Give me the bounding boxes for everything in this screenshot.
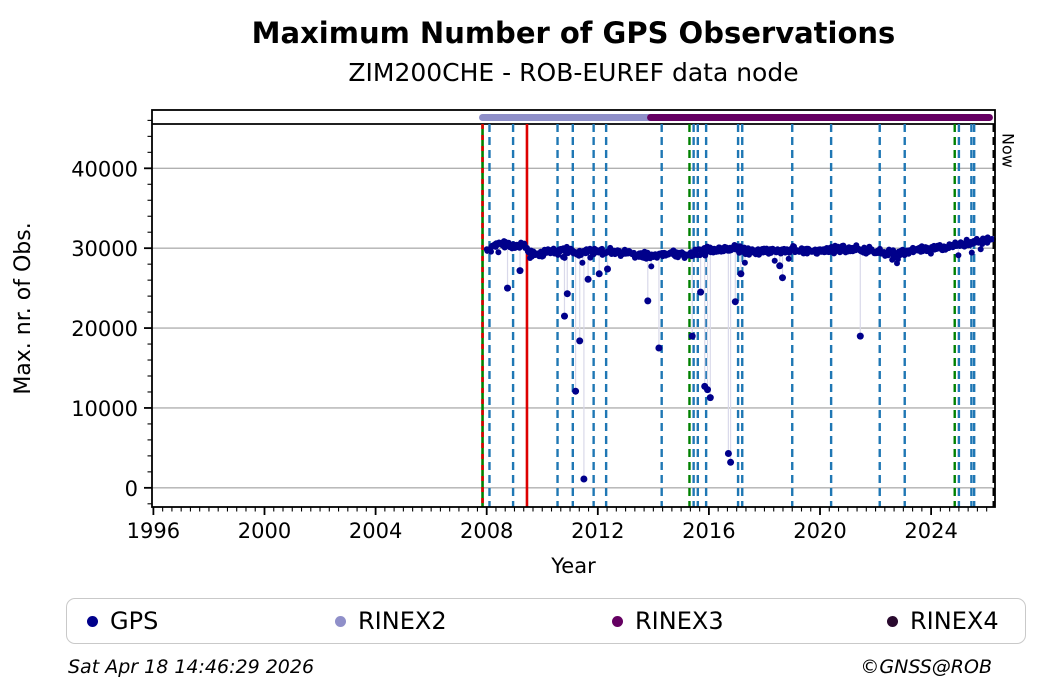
legend-label: RINEX4 bbox=[910, 607, 999, 635]
gps-outlier-point bbox=[724, 450, 732, 457]
rinex2-marker-icon bbox=[335, 615, 346, 627]
x-tick-label: 2024 bbox=[904, 519, 957, 543]
outlier-stems bbox=[497, 241, 982, 480]
gps-point bbox=[648, 263, 655, 270]
legend-label: RINEX2 bbox=[358, 607, 447, 635]
gps-outlier-point bbox=[731, 298, 739, 306]
gps-outlier-point bbox=[561, 312, 568, 320]
now-label: Now bbox=[999, 133, 1018, 168]
legend-item-rinex4: RINEX4 bbox=[887, 599, 999, 643]
legend-box: GPS RINEX2 RINEX3 RINEX4 bbox=[66, 598, 1026, 644]
y-tick-label: 20000 bbox=[71, 317, 138, 341]
gps-outlier-point bbox=[644, 297, 652, 305]
gps-outlier-point bbox=[697, 288, 705, 296]
x-tick-label: 2012 bbox=[571, 519, 624, 543]
gps-point bbox=[785, 255, 792, 262]
chart-subtitle: ZIM200CHE - ROB-EUREF data node bbox=[348, 58, 799, 87]
y-tick-label: 0 bbox=[125, 477, 138, 501]
gps-point bbox=[579, 259, 586, 266]
gps-outlier-point bbox=[776, 262, 784, 270]
legend-label: GPS bbox=[110, 607, 159, 635]
x-tick-label: 1996 bbox=[127, 519, 180, 543]
gps-outlier-point bbox=[595, 270, 603, 278]
gps-point bbox=[561, 254, 568, 261]
legend-label: RINEX3 bbox=[635, 607, 724, 635]
legend-item-gps: GPS bbox=[87, 599, 158, 643]
gps-points bbox=[483, 234, 996, 483]
gps-point bbox=[741, 259, 748, 266]
gps-point bbox=[977, 246, 984, 253]
gps-outlier-point bbox=[576, 337, 584, 345]
gps-point bbox=[927, 250, 934, 257]
x-tick-label: 2008 bbox=[460, 519, 513, 543]
gps-outlier-point bbox=[604, 265, 611, 273]
plot-border bbox=[151, 109, 996, 508]
y-tick-label: 40000 bbox=[71, 157, 138, 181]
gps-outlier-point bbox=[580, 475, 588, 483]
gps-outlier-point bbox=[688, 332, 696, 340]
gps-outlier-point bbox=[655, 344, 663, 352]
x-axis-label: Year bbox=[550, 554, 596, 578]
x-tick-label: 2020 bbox=[793, 519, 846, 543]
gps-outlier-point bbox=[516, 267, 524, 275]
x-tick-label: 2016 bbox=[682, 519, 735, 543]
y-tick-label: 10000 bbox=[71, 397, 138, 421]
x-tick-label: 2004 bbox=[349, 519, 402, 543]
legend-item-rinex2: RINEX2 bbox=[335, 599, 447, 643]
y-tick-label: 30000 bbox=[71, 237, 138, 261]
legend-item-rinex3: RINEX3 bbox=[612, 599, 724, 643]
gps-outlier-point bbox=[706, 394, 714, 402]
gps-outlier-point bbox=[779, 274, 786, 282]
gps-outlier-point bbox=[584, 275, 592, 283]
chart-title: Maximum Number of GPS Observations bbox=[251, 16, 896, 50]
gps-point bbox=[771, 257, 778, 264]
x-tick-label: 2000 bbox=[238, 519, 291, 543]
gps-point bbox=[488, 248, 494, 255]
timestamp: Sat Apr 18 14:46:29 2026 bbox=[68, 656, 315, 678]
y-axis-label: Max. nr. of Obs. bbox=[11, 222, 36, 394]
gps-point bbox=[968, 249, 975, 256]
gps-outlier-point bbox=[727, 458, 735, 466]
gps-outlier-point bbox=[704, 386, 711, 394]
copyright: ©GNSS@ROB bbox=[860, 656, 992, 678]
gps-point bbox=[495, 249, 502, 256]
gps-outlier-point bbox=[737, 270, 745, 278]
rinex4-marker-icon bbox=[887, 615, 898, 627]
gps-outlier-point bbox=[563, 290, 571, 298]
gps-outlier-point bbox=[572, 387, 580, 395]
gps-point bbox=[955, 252, 962, 259]
rinex3-marker-icon bbox=[612, 615, 623, 627]
gps-outlier-point bbox=[856, 332, 864, 340]
gps-outlier-point bbox=[504, 284, 511, 292]
gps-marker-icon bbox=[87, 615, 98, 627]
